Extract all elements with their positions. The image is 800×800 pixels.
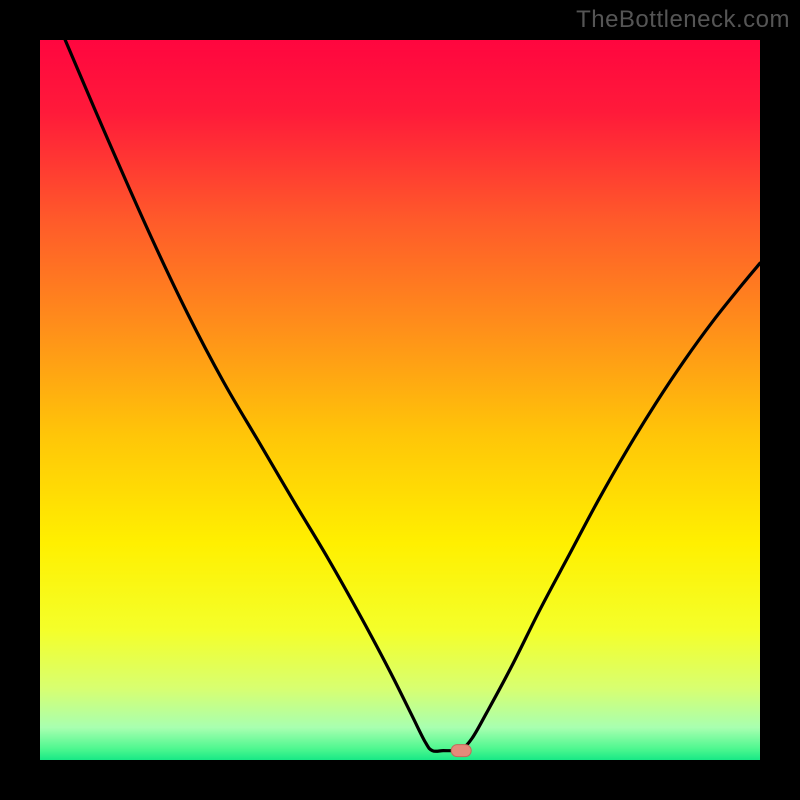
gradient-panel [40, 40, 760, 760]
chart-stage: TheBottleneck.com [0, 0, 800, 800]
bottleneck-chart [0, 0, 800, 800]
optimal-marker [451, 745, 471, 757]
watermark-text: TheBottleneck.com [576, 6, 790, 34]
